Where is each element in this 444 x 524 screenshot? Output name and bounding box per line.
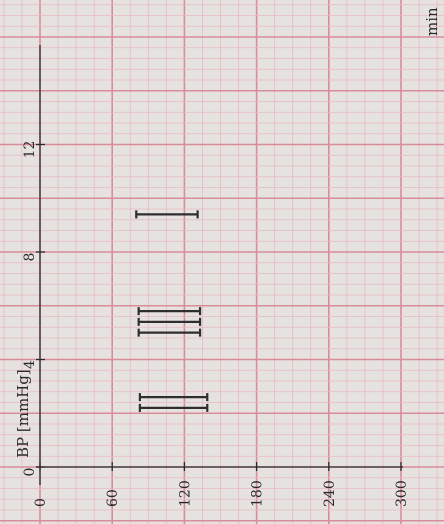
bp-marker [138,403,209,412]
bp-marker [137,307,202,316]
bp-marker [137,328,202,337]
x-tick-label: 8 [22,253,38,262]
bp-marker [138,393,209,402]
y-tick-label: 0 [33,498,49,507]
x-axis-label: min [423,7,441,36]
y-axis-label: BP [mmHg] [14,369,32,458]
y-tick-label: 120 [177,480,193,507]
x-tick-label: 0 [22,468,38,477]
chart-marks [135,210,209,412]
y-tick-label: 240 [322,480,338,507]
bp-marker [137,317,202,326]
y-tick-label: 180 [250,480,266,507]
chart-ticks: 0 60 120 180 240 300 0 4 8 12 [22,141,410,507]
y-tick-label: 60 [105,489,121,507]
y-tick-label: 300 [394,480,410,507]
bp-marker [135,210,199,219]
chart-axes [36,45,403,485]
x-tick-label: 4 [22,360,38,369]
x-tick-label: 12 [22,141,38,159]
